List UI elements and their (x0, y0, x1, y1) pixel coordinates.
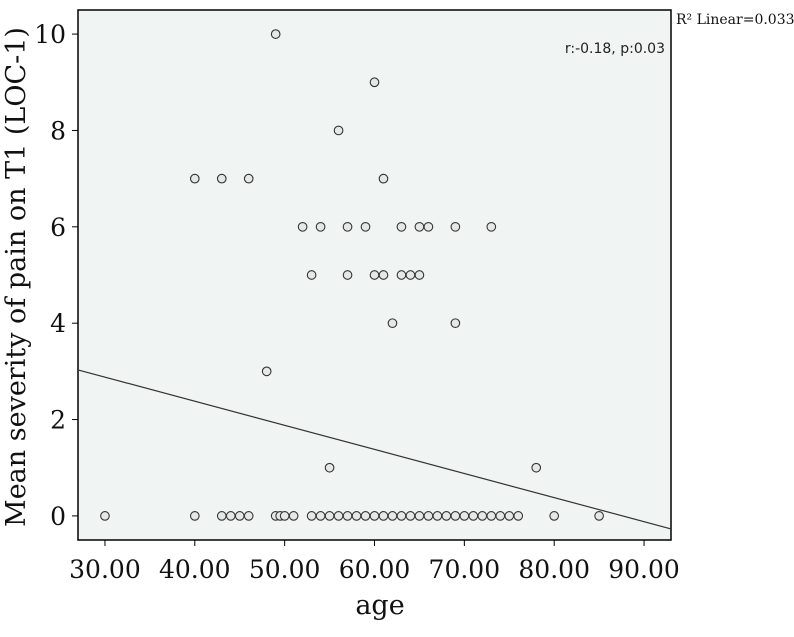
data-point (333, 125, 344, 136)
x-tick-label: 50.00 (249, 555, 321, 584)
data-point (216, 173, 227, 184)
data-point (369, 511, 380, 521)
data-point (189, 173, 200, 184)
data-point (396, 221, 407, 232)
data-point (369, 270, 380, 280)
data-point (189, 511, 200, 521)
data-point (459, 511, 470, 521)
data-point (360, 221, 371, 232)
data-point (531, 462, 542, 473)
data-point (306, 270, 317, 280)
data-point (306, 511, 317, 521)
data-point (243, 511, 254, 521)
data-point (486, 221, 497, 232)
data-point (216, 511, 227, 521)
data-point (243, 173, 254, 184)
data-point (378, 270, 389, 280)
data-point (405, 511, 416, 521)
y-tick-label: 6 (50, 213, 66, 242)
data-point (387, 318, 398, 329)
data-point (513, 511, 524, 521)
data-point (495, 511, 506, 521)
data-point (396, 511, 407, 521)
data-point (414, 270, 425, 280)
data-point (234, 511, 245, 521)
data-point (486, 511, 497, 521)
data-point (324, 462, 335, 473)
y-tick-label: 10 (34, 20, 66, 49)
x-tick-label: 90.00 (608, 555, 680, 584)
data-point (100, 511, 110, 521)
data-point (225, 511, 236, 521)
data-point (468, 511, 479, 521)
data-point (360, 511, 371, 521)
data-point (288, 511, 299, 521)
data-point (504, 511, 515, 521)
data-point (297, 221, 308, 232)
data-point (342, 270, 353, 280)
data-point (441, 511, 452, 521)
data-point (315, 221, 326, 232)
data-point (387, 511, 398, 521)
data-point (405, 270, 416, 280)
annotation-text: r:-0.18, p:0.03 (565, 41, 665, 57)
x-tick-label: 80.00 (518, 555, 590, 584)
x-axis-label: age (355, 590, 404, 621)
data-point (333, 511, 344, 521)
data-point (369, 77, 380, 88)
data-point (378, 173, 389, 184)
data-point (477, 511, 488, 521)
y-axis-label: Mean severity of pain on T1 (LOC-1) (1, 27, 32, 527)
data-point (315, 511, 326, 521)
x-tick-label: 60.00 (339, 555, 411, 584)
data-point (351, 511, 362, 521)
x-tick-label: 40.00 (159, 555, 231, 584)
y-tick-label: 0 (50, 502, 66, 531)
data-point (423, 221, 434, 232)
fit-line (77, 369, 672, 530)
data-point (450, 318, 461, 329)
y-tick-label: 8 (50, 116, 66, 145)
data-point (396, 270, 407, 280)
data-point (342, 221, 353, 232)
data-point (549, 511, 560, 521)
data-point (378, 511, 389, 521)
y-tick-label: 2 (50, 406, 66, 435)
data-point (423, 511, 434, 521)
data-point (594, 511, 604, 521)
data-point (450, 221, 461, 232)
data-point (261, 366, 272, 377)
data-point (324, 511, 335, 521)
y-tick-label: 4 (50, 309, 66, 338)
data-point (414, 221, 425, 232)
data-point (432, 511, 443, 521)
data-point (342, 511, 353, 521)
r2-label: R² Linear=0.033 (676, 12, 794, 28)
data-point (279, 511, 290, 521)
data-point (270, 29, 281, 39)
x-tick-label: 70.00 (429, 555, 501, 584)
data-point (414, 511, 425, 521)
data-point (450, 511, 461, 521)
x-tick-label: 30.00 (69, 555, 141, 584)
